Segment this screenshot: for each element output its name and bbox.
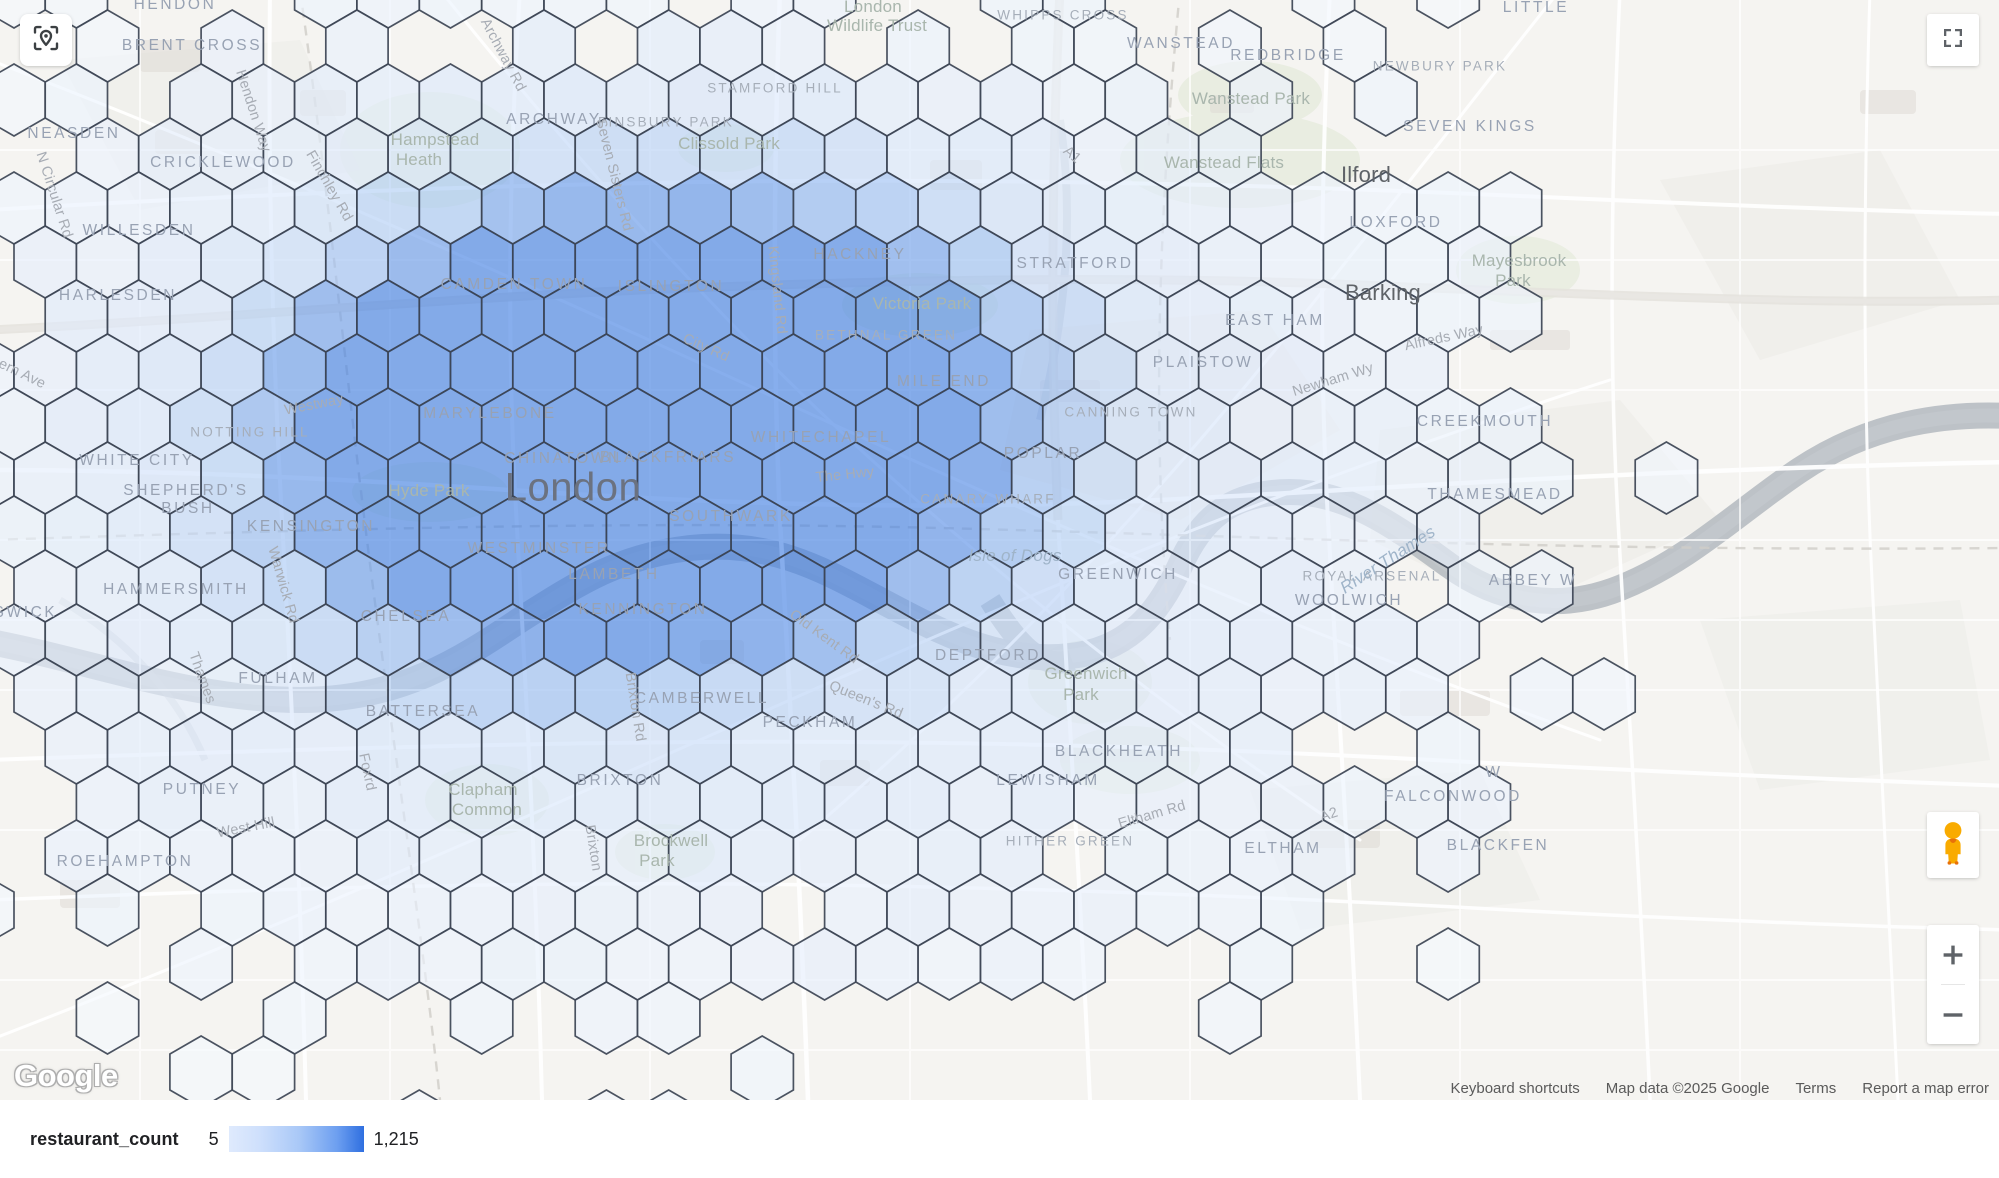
legend-color-ramp — [228, 1126, 364, 1152]
fullscreen-icon — [1941, 26, 1965, 55]
pegman-icon — [1936, 820, 1970, 871]
zoom-in-button[interactable] — [1927, 925, 1979, 984]
legend-min-value: 5 — [208, 1128, 219, 1149]
fullscreen-button[interactable] — [1927, 14, 1979, 66]
plus-icon — [1943, 945, 1963, 964]
pegman-button[interactable] — [1927, 812, 1979, 878]
map-viewport[interactable]: London Ilford Barking HENDON BRENT CROSS NEAS… — [0, 0, 1999, 1101]
report-map-error-link[interactable]: Report a map error — [1862, 1079, 1989, 1097]
attribution-bar: Keyboard shortcuts Map data ©2025 Google… — [1437, 1076, 1999, 1100]
keyboard-shortcuts-link[interactable]: Keyboard shortcuts — [1450, 1079, 1580, 1097]
legend-title: restaurant_count — [30, 1128, 179, 1149]
terms-link[interactable]: Terms — [1795, 1079, 1837, 1097]
locate-icon — [31, 23, 61, 58]
zoom-out-button[interactable] — [1927, 985, 1979, 1044]
zoom-separator — [1941, 984, 1965, 985]
basemap-tiles — [0, 0, 1999, 1100]
zoom-controls — [1927, 925, 1979, 1044]
legend-bar: restaurant_count 5 1,215 — [0, 1100, 1999, 1178]
map-data-copyright: Map data ©2025 Google — [1605, 1079, 1770, 1097]
minus-icon — [1943, 1012, 1963, 1017]
locate-button[interactable] — [20, 14, 72, 66]
legend-max-value: 1,215 — [373, 1128, 419, 1149]
